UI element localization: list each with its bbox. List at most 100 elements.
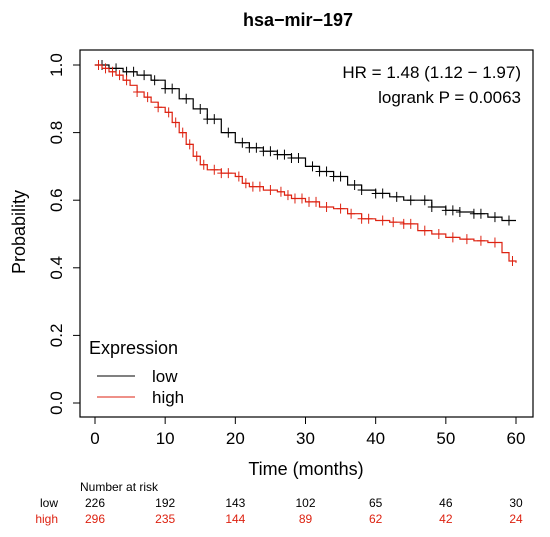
censor-mark-high xyxy=(378,215,387,226)
risk-value-low: 65 xyxy=(369,496,383,510)
series-layer xyxy=(94,60,517,267)
censor-mark-high xyxy=(143,92,152,103)
logrank-annotation: logrank P = 0.0063 xyxy=(378,88,521,107)
censor-mark-high xyxy=(255,181,264,192)
censor-mark-high xyxy=(115,70,124,81)
censor-mark-low xyxy=(182,93,191,104)
censor-mark-low xyxy=(294,152,303,163)
censor-mark-high xyxy=(185,139,194,150)
x-tick-label: 50 xyxy=(436,429,455,448)
censor-mark-high xyxy=(290,193,299,204)
y-tick-label: 0.6 xyxy=(47,188,66,212)
risk-value-low: 143 xyxy=(225,496,245,510)
censor-mark-low xyxy=(252,142,261,153)
risk-value-low: 192 xyxy=(155,496,175,510)
censor-mark-high xyxy=(462,234,471,245)
risk-row-label-high: high xyxy=(35,512,58,526)
censor-mark-high xyxy=(108,66,117,77)
y-axis-label: Probability xyxy=(9,190,29,274)
number-at-risk-table: Number at risk low high 226 192 143 102 65 46… xyxy=(35,480,523,526)
chart-title: hsa−mir−197 xyxy=(243,10,353,30)
censor-mark-low xyxy=(476,208,485,219)
censor-mark-high xyxy=(199,159,208,170)
censor-mark-high xyxy=(283,190,292,201)
censor-mark-high xyxy=(122,75,131,86)
censor-mark-high xyxy=(305,196,314,207)
censor-mark-high xyxy=(347,208,356,219)
censor-mark-high xyxy=(434,229,443,239)
censor-mark-low xyxy=(427,201,436,212)
risk-table-header: Number at risk xyxy=(80,480,159,494)
censor-mark-high xyxy=(164,107,173,118)
y-tick-label: 0.2 xyxy=(47,324,66,348)
x-tick-label: 60 xyxy=(507,429,526,448)
censor-mark-high xyxy=(217,168,226,179)
censor-mark-high xyxy=(192,151,201,162)
censor-mark-low xyxy=(392,191,401,202)
censor-mark-high xyxy=(312,196,321,207)
censor-mark-high xyxy=(234,171,243,182)
censor-mark-high xyxy=(448,232,457,243)
censor-mark-high xyxy=(224,168,233,179)
censor-mark-high xyxy=(508,256,517,267)
y-tick-label: 0.8 xyxy=(47,121,66,145)
censor-mark-high xyxy=(322,201,331,212)
censor-mark-low xyxy=(420,195,429,206)
censor-mark-high xyxy=(476,235,485,246)
censor-mark-low xyxy=(129,66,138,77)
censor-mark-low xyxy=(350,179,359,190)
x-tick-label: 30 xyxy=(296,429,315,448)
censor-mark-low xyxy=(245,142,254,153)
censor-mark-low xyxy=(329,171,338,182)
risk-value-low: 102 xyxy=(295,496,315,510)
censor-mark-high xyxy=(210,164,219,175)
censor-mark-low xyxy=(280,149,289,160)
censor-mark-high xyxy=(389,217,398,228)
censor-mark-high xyxy=(490,237,499,248)
censor-mark-low xyxy=(150,75,159,86)
plot-frame xyxy=(79,49,534,418)
censor-mark-low xyxy=(196,103,205,114)
censor-mark-high xyxy=(276,186,285,197)
censor-mark-low xyxy=(224,127,233,138)
censor-mark-low xyxy=(315,166,324,177)
censor-mark-low xyxy=(504,215,513,226)
risk-value-high: 144 xyxy=(225,512,245,526)
risk-value-high: 24 xyxy=(509,512,523,526)
censor-mark-low xyxy=(490,212,499,223)
censor-mark-high xyxy=(406,218,415,229)
censor-mark-low xyxy=(469,208,478,219)
censor-mark-low xyxy=(406,195,415,206)
x-tick-label: 10 xyxy=(156,429,175,448)
censor-mark-low xyxy=(168,83,177,94)
censor-mark-high xyxy=(248,181,257,192)
legend-label-high: high xyxy=(152,388,184,407)
x-axis-label: Time (months) xyxy=(248,459,363,479)
y-tick-label: 0.4 xyxy=(47,256,66,280)
censor-mark-low xyxy=(210,114,219,125)
y-axis: 0.0 0.2 0.4 0.6 0.8 1.0 xyxy=(47,53,80,415)
censor-mark-low xyxy=(308,161,317,172)
x-axis: 0 10 20 30 40 50 60 xyxy=(90,417,525,448)
x-tick-label: 0 xyxy=(90,429,99,448)
risk-value-low: 46 xyxy=(439,496,453,510)
x-tick-label: 20 xyxy=(226,429,245,448)
risk-value-high: 42 xyxy=(439,512,453,526)
censor-mark-low xyxy=(287,152,296,163)
risk-value-high: 235 xyxy=(155,512,175,526)
censor-mark-high xyxy=(357,213,366,224)
censor-mark-low xyxy=(203,114,212,125)
risk-value-low: 226 xyxy=(85,496,105,510)
censor-mark-low xyxy=(371,188,380,199)
censor-mark-high xyxy=(420,225,429,236)
risk-value-low: 30 xyxy=(509,496,523,510)
censor-mark-high xyxy=(336,203,345,214)
censor-mark-low xyxy=(161,83,170,94)
censor-mark-low xyxy=(448,205,457,216)
hr-annotation: HR = 1.48 (1.12 − 1.97) xyxy=(342,63,521,82)
y-tick-label: 0.0 xyxy=(47,391,66,415)
censor-mark-high xyxy=(171,117,180,128)
legend-label-low: low xyxy=(152,367,178,386)
x-tick-label: 40 xyxy=(366,429,385,448)
